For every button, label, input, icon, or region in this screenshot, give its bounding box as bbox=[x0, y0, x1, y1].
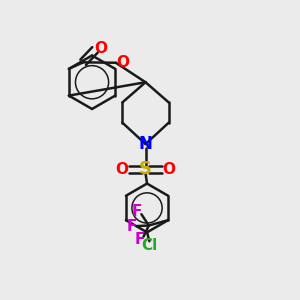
Text: O: O bbox=[94, 41, 107, 56]
Text: N: N bbox=[139, 135, 152, 153]
Text: O: O bbox=[116, 162, 129, 177]
Text: Cl: Cl bbox=[141, 238, 158, 253]
Text: F: F bbox=[127, 219, 137, 234]
Text: O: O bbox=[163, 162, 176, 177]
Text: F: F bbox=[132, 204, 142, 219]
Text: S: S bbox=[139, 160, 152, 178]
Text: F: F bbox=[135, 232, 145, 247]
Text: O: O bbox=[116, 55, 129, 70]
